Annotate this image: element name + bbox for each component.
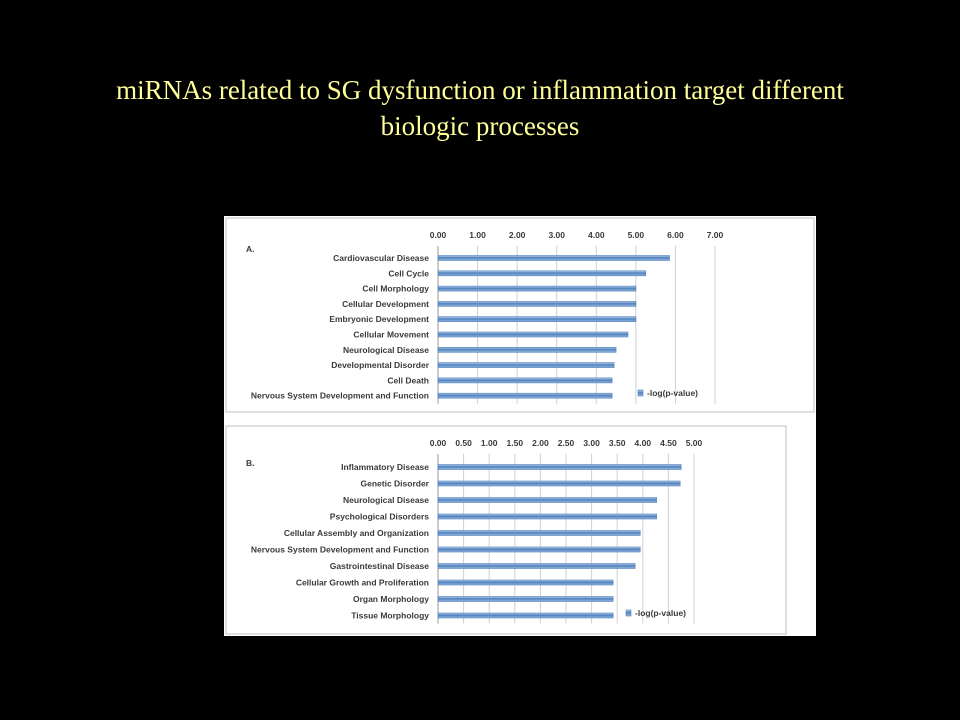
x-tick-label: 2.00	[509, 230, 526, 240]
panel-label: B.	[246, 458, 255, 468]
legend-label: -log(p-value)	[635, 608, 686, 618]
category-label: Cardiovascular Disease	[333, 253, 429, 263]
slide-title: miRNAs related to SG dysfunction or infl…	[0, 72, 960, 144]
x-tick-label: 2.00	[532, 438, 549, 448]
figure-svg: 0.00 1.00 2.00 3.00 4.00 5.00 6.00 7.00 A. Cardio…	[225, 217, 815, 635]
chart-a: 0.00 1.00 2.00 3.00 4.00 5.00 6.00 7.00 A. Cardio…	[225, 217, 815, 413]
figure-panel: 0.00 1.00 2.00 3.00 4.00 5.00 6.00 7.00 A. Cardio…	[224, 216, 816, 636]
bar	[437, 497, 657, 503]
x-tick-label: 5.00	[628, 230, 645, 240]
legend-label: -log(p-value)	[647, 388, 698, 398]
bar	[437, 530, 641, 536]
category-label: Cellular Growth and Proliferation	[296, 578, 429, 588]
bar	[437, 464, 682, 470]
bar	[437, 362, 615, 368]
x-tick-label: 4.00	[635, 438, 652, 448]
x-tick-label: 3.00	[583, 438, 600, 448]
legend-swatch	[637, 389, 644, 397]
x-tick-label: 3.50	[609, 438, 626, 448]
category-label: Neurological Disease	[343, 495, 429, 505]
category-label: Cellular Assembly and Organization	[284, 528, 429, 538]
category-label: Cellular Development	[342, 299, 429, 309]
x-tick-label: 3.00	[548, 230, 565, 240]
x-tick-label: 1.00	[481, 438, 498, 448]
bar	[437, 347, 617, 353]
bar	[437, 480, 681, 487]
category-label: Tissue Morphology	[351, 611, 429, 621]
x-tick-label: 4.50	[660, 438, 677, 448]
bar	[437, 270, 647, 277]
category-label: Inflammatory Disease	[341, 462, 429, 472]
legend-swatch	[625, 609, 632, 617]
x-tick-label: 2.50	[558, 438, 575, 448]
bar	[437, 285, 637, 292]
bar	[437, 513, 657, 520]
x-tick-label: 1.50	[507, 438, 524, 448]
category-label: Nervous System Development and Function	[251, 545, 429, 555]
category-label: Organ Morphology	[353, 594, 429, 604]
x-tick-label: 5.00	[686, 438, 703, 448]
category-label: Developmental Disorder	[331, 360, 429, 370]
x-tick-label: 6.00	[667, 230, 684, 240]
slide-title-line-2: biologic processes	[380, 111, 580, 141]
bar	[437, 316, 637, 322]
category-label: Gastrointestinal Disease	[330, 561, 429, 571]
bar	[437, 546, 641, 553]
bar	[437, 579, 614, 586]
category-label: Nervous System Development and Function	[251, 391, 429, 401]
bar	[437, 612, 614, 619]
x-tick-label: 0.00	[430, 230, 447, 240]
category-label: Embryonic Development	[329, 314, 429, 324]
bar	[437, 377, 613, 384]
category-label: Psychological Disorders	[330, 512, 429, 522]
x-tick-label: 7.00	[707, 230, 724, 240]
x-tick-label: 4.00	[588, 230, 605, 240]
slide-title-line-1: miRNAs related to SG dysfunction or infl…	[116, 75, 844, 105]
x-tick-label: 0.50	[455, 438, 472, 448]
bar	[437, 255, 670, 261]
x-tick-label: 1.00	[469, 230, 486, 240]
category-label: Cell Morphology	[362, 284, 429, 294]
category-label: Cell Death	[387, 375, 429, 385]
bar	[437, 563, 636, 569]
category-label: Genetic Disorder	[361, 479, 430, 489]
bar	[437, 301, 637, 307]
category-label: Neurological Disease	[343, 345, 429, 355]
bar	[437, 331, 629, 338]
category-label: Cell Cycle	[388, 268, 429, 278]
bar	[437, 596, 614, 602]
chart-b: 0.00 0.50 1.00 1.50 2.00 2.50 3.00 3.50 4.00 4.50…	[225, 425, 787, 635]
category-label: Cellular Movement	[353, 330, 429, 340]
panel-label: A.	[246, 244, 255, 254]
bar	[437, 392, 613, 399]
x-tick-label: 0.00	[430, 438, 447, 448]
